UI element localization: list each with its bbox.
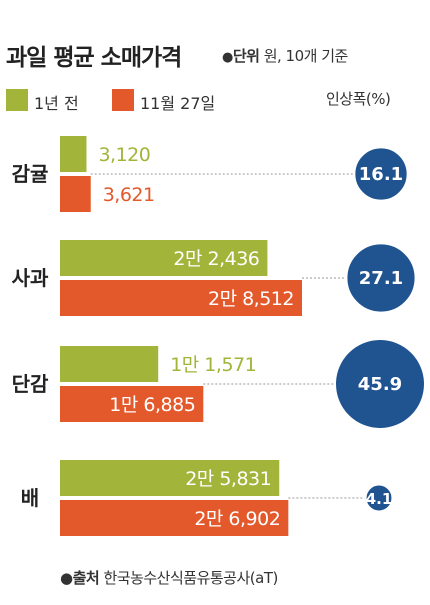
category-label: 배 (21, 486, 39, 510)
increase-bubble (364, 483, 394, 513)
bar-value-label: 1만 6,885 (109, 394, 195, 416)
bar-previous (60, 460, 280, 496)
increase-bubble-label: 27.1 (359, 268, 403, 289)
increase-bubble (334, 338, 426, 430)
increase-bubble-label: 4.1 (366, 490, 393, 508)
legend-swatch-current (112, 89, 134, 111)
category-label: 감귤 (12, 162, 49, 186)
bar-previous (60, 346, 159, 382)
category-label: 단감 (12, 372, 49, 396)
rate-header: 인상폭(%) (326, 88, 391, 109)
bar-previous (60, 136, 87, 172)
legend-label-previous: 1년 전 (34, 94, 79, 113)
source-label: 출처 (72, 569, 100, 587)
legend-swatch-previous (6, 89, 28, 111)
bar-value-label: 2만 6,902 (194, 508, 280, 530)
unit-text: 원, 10개 기준 (259, 47, 349, 65)
bar-value-label: 3,120 (98, 144, 150, 166)
increase-bubble-label: 45.9 (358, 374, 402, 395)
rate-unit-label: (%) (365, 90, 391, 108)
bar-value-label: 2만 5,831 (185, 468, 271, 490)
source-bullet: ● (60, 569, 73, 587)
bar-value-label: 3,621 (103, 184, 155, 206)
increase-bubble (353, 146, 409, 202)
bar-value-label: 2만 2,436 (173, 248, 259, 270)
legend-label-current: 11월 27일 (140, 94, 216, 113)
bar-current (60, 280, 302, 316)
unit-label: 단위 (232, 47, 260, 65)
bar-current (60, 176, 91, 212)
category-label: 사과 (12, 266, 49, 290)
source-text: 한국농수산식품유통공사(aT) (99, 569, 278, 587)
rate-header-label: 인상폭 (326, 90, 366, 108)
increase-bubble-label: 16.1 (359, 164, 403, 185)
bar-previous (60, 240, 268, 276)
bar-value-label: 2만 8,512 (208, 288, 294, 310)
increase-bubble (345, 242, 417, 314)
bar-value-label: 1만 1,571 (170, 354, 256, 376)
bar-current (60, 500, 289, 536)
unit-bullet: ● (222, 50, 233, 65)
page-title: 과일 평균 소매가격 (6, 45, 182, 71)
unit-note: ●단위 원, 10개 기준 (222, 45, 348, 66)
bar-current (60, 386, 204, 422)
source-note: ●출처 한국농수산식품유통공사(aT) (60, 567, 278, 588)
